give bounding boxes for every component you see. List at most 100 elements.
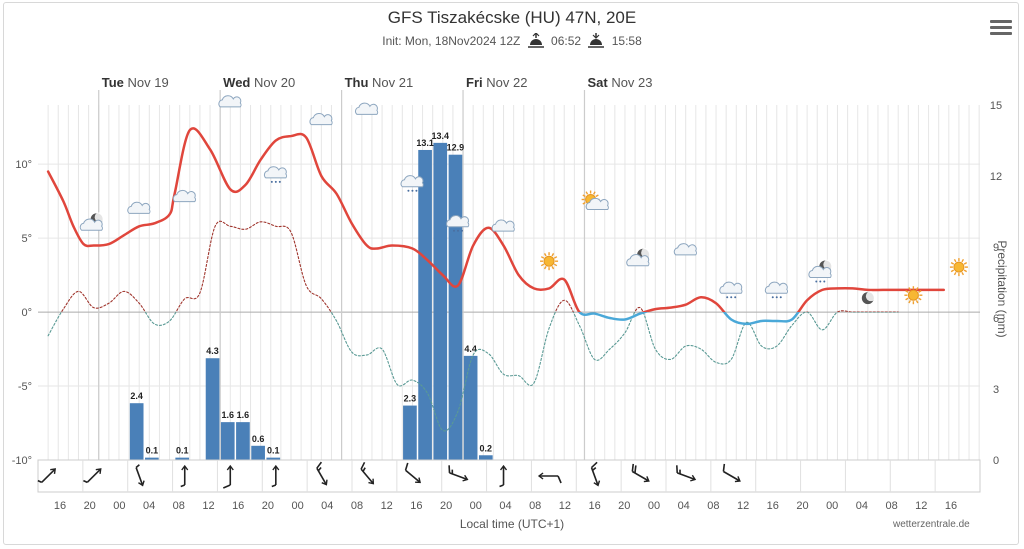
x-tick-label: 16 (945, 500, 957, 512)
cloud-icon (309, 113, 333, 126)
precip-bar (145, 457, 159, 460)
precip-label: 0.6 (252, 434, 265, 444)
cloud-rain-icon (764, 281, 789, 299)
wind-barb (631, 463, 650, 483)
x-tick-label: 04 (678, 500, 690, 512)
sun-disc (907, 289, 919, 301)
wind-barb (448, 465, 469, 482)
cloud-shape (491, 219, 515, 232)
x-tick-label: 04 (499, 500, 511, 512)
barb-arrow (321, 479, 328, 486)
sun-ray (905, 290, 909, 293)
sun-ray (963, 269, 968, 273)
barb-feather (634, 465, 637, 474)
barb-arrow (272, 464, 280, 471)
barb-shaft (405, 469, 420, 483)
cloud-shape (309, 113, 333, 126)
barb-half-feather (135, 464, 140, 469)
rain-drop (819, 280, 822, 283)
x-tick-label: 12 (737, 500, 749, 512)
cloud-shape (218, 95, 242, 108)
moon-cloud-rain-icon (808, 259, 834, 283)
precip-bar (205, 358, 220, 460)
cloud-shape (808, 265, 832, 279)
cloud-icon (127, 201, 151, 214)
sun-icon (949, 258, 968, 277)
barb-shaft (631, 470, 649, 482)
sun-ray (963, 261, 968, 265)
sun-ray (551, 266, 555, 270)
rain-drop (460, 229, 463, 232)
rain-drop (407, 189, 410, 192)
x-tick-label: 20 (440, 500, 452, 512)
precip-label: 2.4 (130, 391, 143, 401)
cloud-shape (355, 102, 379, 115)
cloud-shape (764, 281, 789, 294)
sun-ray (540, 256, 545, 259)
barb-arrow (95, 468, 102, 474)
sun-ray (582, 194, 586, 198)
hamburger-menu-icon[interactable] (990, 20, 1012, 40)
sun-ray (540, 263, 545, 267)
precip-label: 4.3 (206, 346, 219, 356)
rain-drop (730, 296, 733, 299)
x-tick-label: 12 (381, 500, 393, 512)
barb-feather (222, 484, 231, 489)
barb-arrow (593, 480, 601, 487)
precip-bar (463, 355, 478, 460)
barb-half-feather (180, 484, 186, 488)
sun-icon (904, 286, 923, 305)
cloud-rain-icon (400, 175, 424, 192)
chart-subtitle: Init: Mon, 18Nov2024 12Z 06:52 15:58 (0, 33, 1024, 49)
sun-disc (953, 261, 965, 273)
barb-half-feather (592, 466, 597, 471)
day-label: Wed Nov 20 (223, 75, 295, 90)
x-tick-label: 12 (559, 500, 571, 512)
moon-icon (861, 291, 876, 305)
day-label: Sat Nov 23 (587, 75, 652, 90)
moon-shade (823, 259, 834, 270)
moon-shade (94, 212, 105, 223)
x-tick-label: 20 (84, 500, 96, 512)
precip-bar (266, 457, 281, 460)
cloud-rain-icon (263, 166, 288, 183)
x-tick-label: 08 (529, 500, 541, 512)
precip-bar (220, 422, 235, 460)
barb-shaft (360, 468, 374, 484)
wind-strip (37, 459, 981, 493)
cloud-icon (218, 95, 242, 108)
sun-ray (908, 287, 911, 291)
barb-shaft (135, 467, 144, 485)
barb-shaft (590, 467, 599, 485)
y-left-tick-label: -10° (12, 455, 32, 467)
cloud-shape (626, 254, 650, 267)
rain-drop (775, 296, 778, 299)
sun-cloud-icon (581, 190, 609, 210)
barb-feather (631, 463, 635, 472)
sun-ray (950, 269, 955, 273)
wind-barb (537, 472, 562, 484)
precip-label: 0.1 (267, 446, 280, 456)
barb-shaft (86, 469, 101, 483)
sunset-icon (588, 33, 605, 48)
y-left-tick-label: 5° (21, 233, 32, 245)
x-tick-label: 00 (113, 500, 125, 512)
x-tick-label: 16 (232, 500, 244, 512)
temperature-line (46, 127, 945, 326)
sun-ray (918, 297, 922, 301)
wind-barb (722, 463, 741, 483)
wind-barb (37, 468, 57, 484)
x-tick-label: 08 (885, 500, 897, 512)
precip-bar (478, 455, 493, 460)
x-tick-label: 12 (915, 500, 927, 512)
chart-title: GFS Tiszakécske (HU) 47N, 20E (387, 8, 637, 27)
rain-drop (823, 280, 826, 283)
precip-label: 0.2 (480, 443, 493, 453)
barb-arrow (537, 472, 544, 480)
rain-drop (415, 189, 418, 192)
sunrise-icon (527, 33, 544, 48)
sun-ray (551, 253, 555, 257)
barb-feather (557, 475, 562, 484)
precip-bar (433, 142, 448, 460)
x-tick-label: 08 (707, 500, 719, 512)
